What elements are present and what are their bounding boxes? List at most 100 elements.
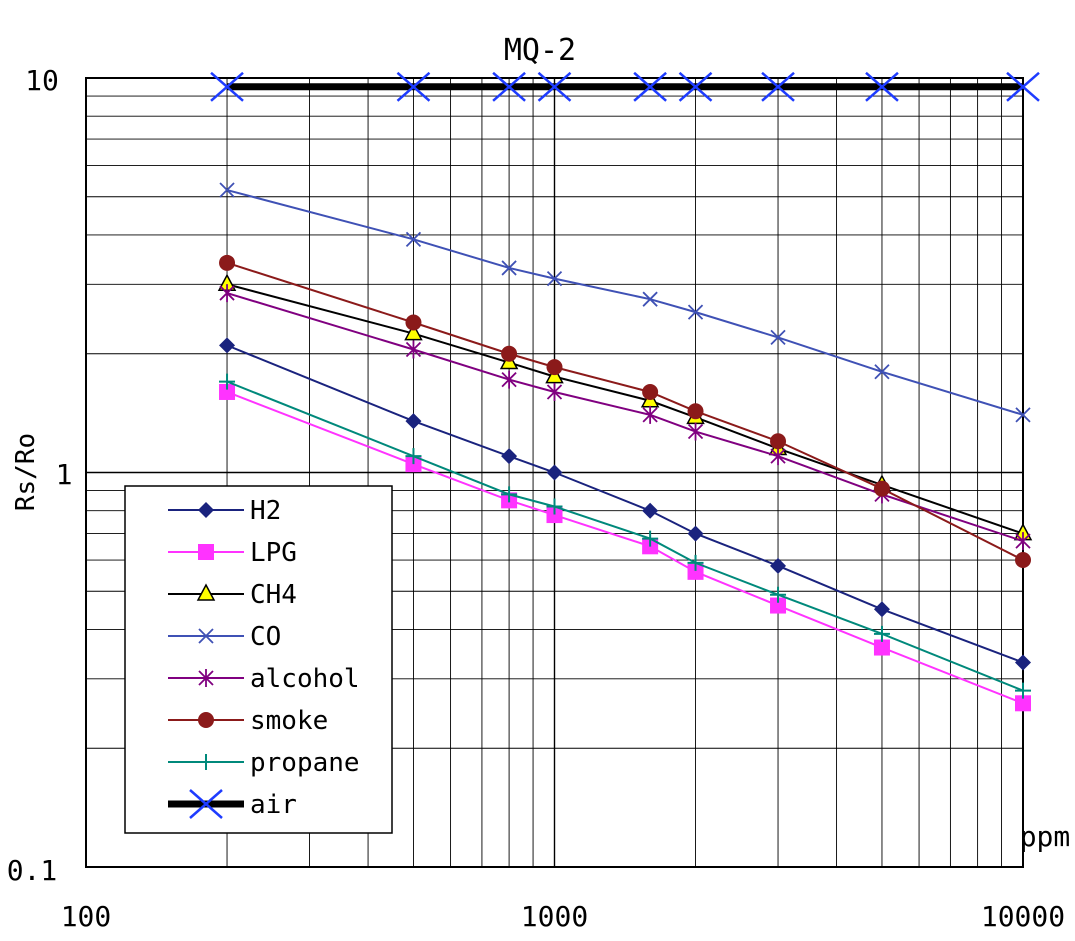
data-point [219,383,236,400]
data-point [678,71,713,102]
y-axis-label: Rs/Ro [11,433,41,511]
legend-label: air [250,790,297,820]
plot-frame [85,77,1024,868]
legend-label: LPG [250,538,297,568]
data-point [396,71,431,102]
data-point [642,530,659,547]
data-point [405,448,422,465]
data-point [546,359,563,376]
data-point [642,405,658,424]
data-point [537,71,572,102]
y-tick-label: 10 [25,64,59,97]
data-point [642,502,659,519]
legend-label: alcohol [250,664,360,694]
data-point [1015,682,1031,699]
series-co [219,182,1031,423]
data-point [545,366,564,384]
legend-item-alcohol: alcohol [168,664,360,694]
data-point [687,422,704,441]
data-point [405,413,422,430]
legend-label: propane [250,748,360,778]
data-point [219,373,236,390]
data-point [874,364,890,380]
legend-item-co: CO [168,622,281,652]
data-point [198,502,214,518]
x-axis-unit: ppm [1020,820,1071,853]
data-point [196,583,216,601]
data-point [546,271,563,287]
data-point [219,337,236,354]
legend-item-air: air [168,789,297,820]
data-point [770,597,787,614]
data-point [546,498,563,515]
data-point [1015,532,1031,551]
data-point [405,314,422,331]
data-point [1015,695,1031,712]
legend-label: CH4 [250,580,297,610]
data-point [546,382,563,401]
data-point [492,71,526,102]
grid [86,78,1023,867]
data-point [1015,407,1031,423]
data-point [873,480,890,497]
data-point [761,71,795,102]
data-point [546,464,563,481]
x-tick-label: 100 [61,900,112,933]
legend-items: H2 LPG CH4 CO alcohol smoke propane air [168,496,360,820]
data-point [219,254,236,271]
legend-item-h2: H2 [168,496,281,526]
data-point [1015,552,1031,569]
legend-item-lpg: LPG [168,538,297,568]
y-tick-label: 0.1 [7,854,58,887]
data-point [501,260,517,276]
data-point [873,639,890,656]
data-point [219,182,235,198]
data-point [198,754,214,770]
data-point [198,669,214,687]
data-point [770,329,786,346]
data-point [687,304,704,320]
data-point [189,789,223,819]
series-layer [210,71,1040,712]
data-point [873,625,890,642]
data-point [770,433,787,450]
data-point [687,403,704,420]
data-point [1015,654,1031,671]
series-alcohol [219,284,1031,551]
data-point [198,712,214,728]
data-point [865,71,899,102]
x-tick-label: 10000 [981,900,1065,933]
data-point [405,340,422,359]
x-tick-label: 1000 [521,900,588,933]
legend-label: H2 [250,496,281,526]
data-point [501,448,518,465]
series-smoke [219,254,1031,569]
y-tick-label: 1 [56,458,73,491]
series-air [210,71,1040,102]
data-point [687,525,704,542]
data-point [687,563,704,580]
legend-item-ch4: CH4 [168,580,297,610]
data-point [405,231,422,247]
chart-title: MQ-2 [504,33,576,68]
data-point [1006,71,1040,102]
data-point [198,628,214,644]
legend-label: smoke [250,706,328,736]
data-point [642,383,659,400]
data-point [501,345,518,362]
legend-item-propane: propane [168,748,360,778]
series-propane [219,373,1031,699]
data-point [198,544,214,560]
data-point [770,557,787,574]
data-point [404,322,423,341]
series-line [226,189,1024,416]
data-point [770,447,786,466]
data-point [501,370,517,389]
legend-box [124,485,393,834]
legend: H2 LPG CH4 CO alcohol smoke propane air [124,485,393,834]
data-point [210,71,244,102]
legend-item-smoke: smoke [168,706,328,736]
data-point [687,554,704,571]
data-point [770,586,787,603]
